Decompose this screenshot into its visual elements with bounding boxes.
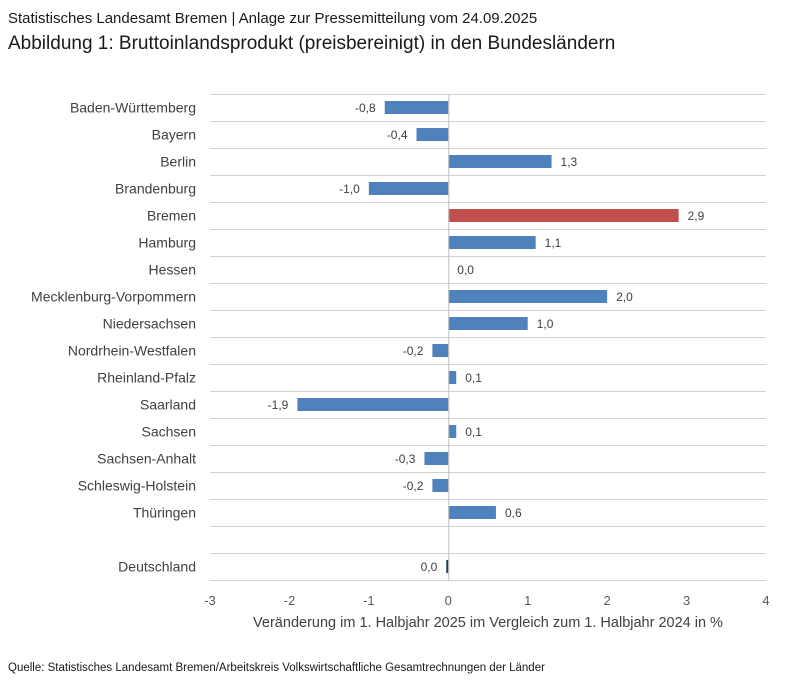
value-label: -0,4	[387, 128, 408, 142]
category-label: Bremen	[147, 208, 196, 224]
x-tick-label: -3	[204, 593, 216, 608]
x-tick-label: 0	[445, 593, 452, 608]
bar	[448, 236, 536, 249]
category-label: Mecklenburg-Vorpommern	[31, 289, 196, 305]
x-tick-label: -1	[363, 593, 375, 608]
value-label: -0,2	[403, 344, 424, 358]
category-label: Baden-Württemberg	[70, 100, 196, 116]
category-label: Niedersachsen	[103, 316, 196, 332]
value-label: -0,3	[395, 452, 416, 466]
category-labels: Baden-Württemberg Bayern Berlin Brandenburg…	[31, 100, 196, 575]
category-label: Berlin	[160, 154, 196, 170]
value-label: 1,3	[561, 155, 578, 169]
value-label: 2,0	[616, 290, 633, 304]
bar	[432, 344, 449, 357]
bar	[448, 209, 679, 222]
value-label: -0,8	[355, 101, 376, 115]
value-label: -1,9	[268, 398, 289, 412]
value-label: 1,0	[537, 317, 554, 331]
value-label: 2,9	[688, 209, 705, 223]
bar	[432, 479, 449, 492]
bar	[448, 155, 552, 168]
category-label: Schleswig-Holstein	[78, 478, 196, 494]
x-tick-label: 4	[762, 593, 769, 608]
bar	[448, 506, 496, 519]
category-label: Thüringen	[133, 505, 196, 521]
gridlines	[210, 94, 766, 581]
value-label: -1,0	[339, 182, 360, 196]
chart-title: Abbildung 1: Bruttoinlandsprodukt (preis…	[8, 33, 616, 54]
category-label: Sachsen	[142, 424, 196, 440]
bar	[448, 425, 457, 438]
category-label: Saarland	[140, 397, 196, 413]
category-label: Hamburg	[138, 235, 196, 251]
x-tick-label: 2	[604, 593, 611, 608]
value-label: 0,0	[421, 560, 438, 574]
bar	[446, 560, 449, 573]
category-label: Nordrhein-Westfalen	[68, 343, 196, 359]
x-tick-labels: -3 -2 -1 0 1 2 3 4	[204, 593, 769, 608]
x-tick-label: 1	[524, 593, 531, 608]
value-label: 0,1	[465, 371, 482, 385]
bar	[448, 290, 608, 303]
header-subtitle: Statistisches Landesamt Bremen | Anlage …	[8, 10, 538, 27]
value-label: 0,1	[465, 425, 482, 439]
bar	[368, 182, 449, 195]
x-axis-label: Veränderung im 1. Halbjahr 2025 im Vergl…	[253, 615, 723, 631]
bar	[384, 101, 449, 114]
category-label: Bayern	[152, 127, 196, 143]
value-label: 0,6	[505, 506, 522, 520]
bars	[297, 101, 679, 573]
value-label: -0,2	[403, 479, 424, 493]
category-label: Deutschland	[118, 559, 196, 575]
category-label: Hessen	[149, 262, 196, 278]
bar	[448, 317, 528, 330]
bar	[448, 371, 457, 384]
x-tick-label: -2	[284, 593, 296, 608]
bar	[297, 398, 449, 411]
category-label: Brandenburg	[115, 181, 196, 197]
value-label: 1,1	[545, 236, 562, 250]
category-label: Rheinland-Pfalz	[97, 370, 196, 386]
source-note: Quelle: Statistisches Landesamt Bremen/A…	[8, 662, 545, 674]
value-label: 0,0	[457, 263, 474, 277]
value-labels: -0,8 -0,4 1,3 -1,0 2,9 1,1 0,0 2,0 1,0 -0,2 0,1 -1,…	[268, 101, 705, 574]
category-label: Sachsen-Anhalt	[97, 451, 196, 467]
x-tick-label: 3	[683, 593, 690, 608]
bar	[424, 452, 449, 465]
bar	[416, 128, 449, 141]
